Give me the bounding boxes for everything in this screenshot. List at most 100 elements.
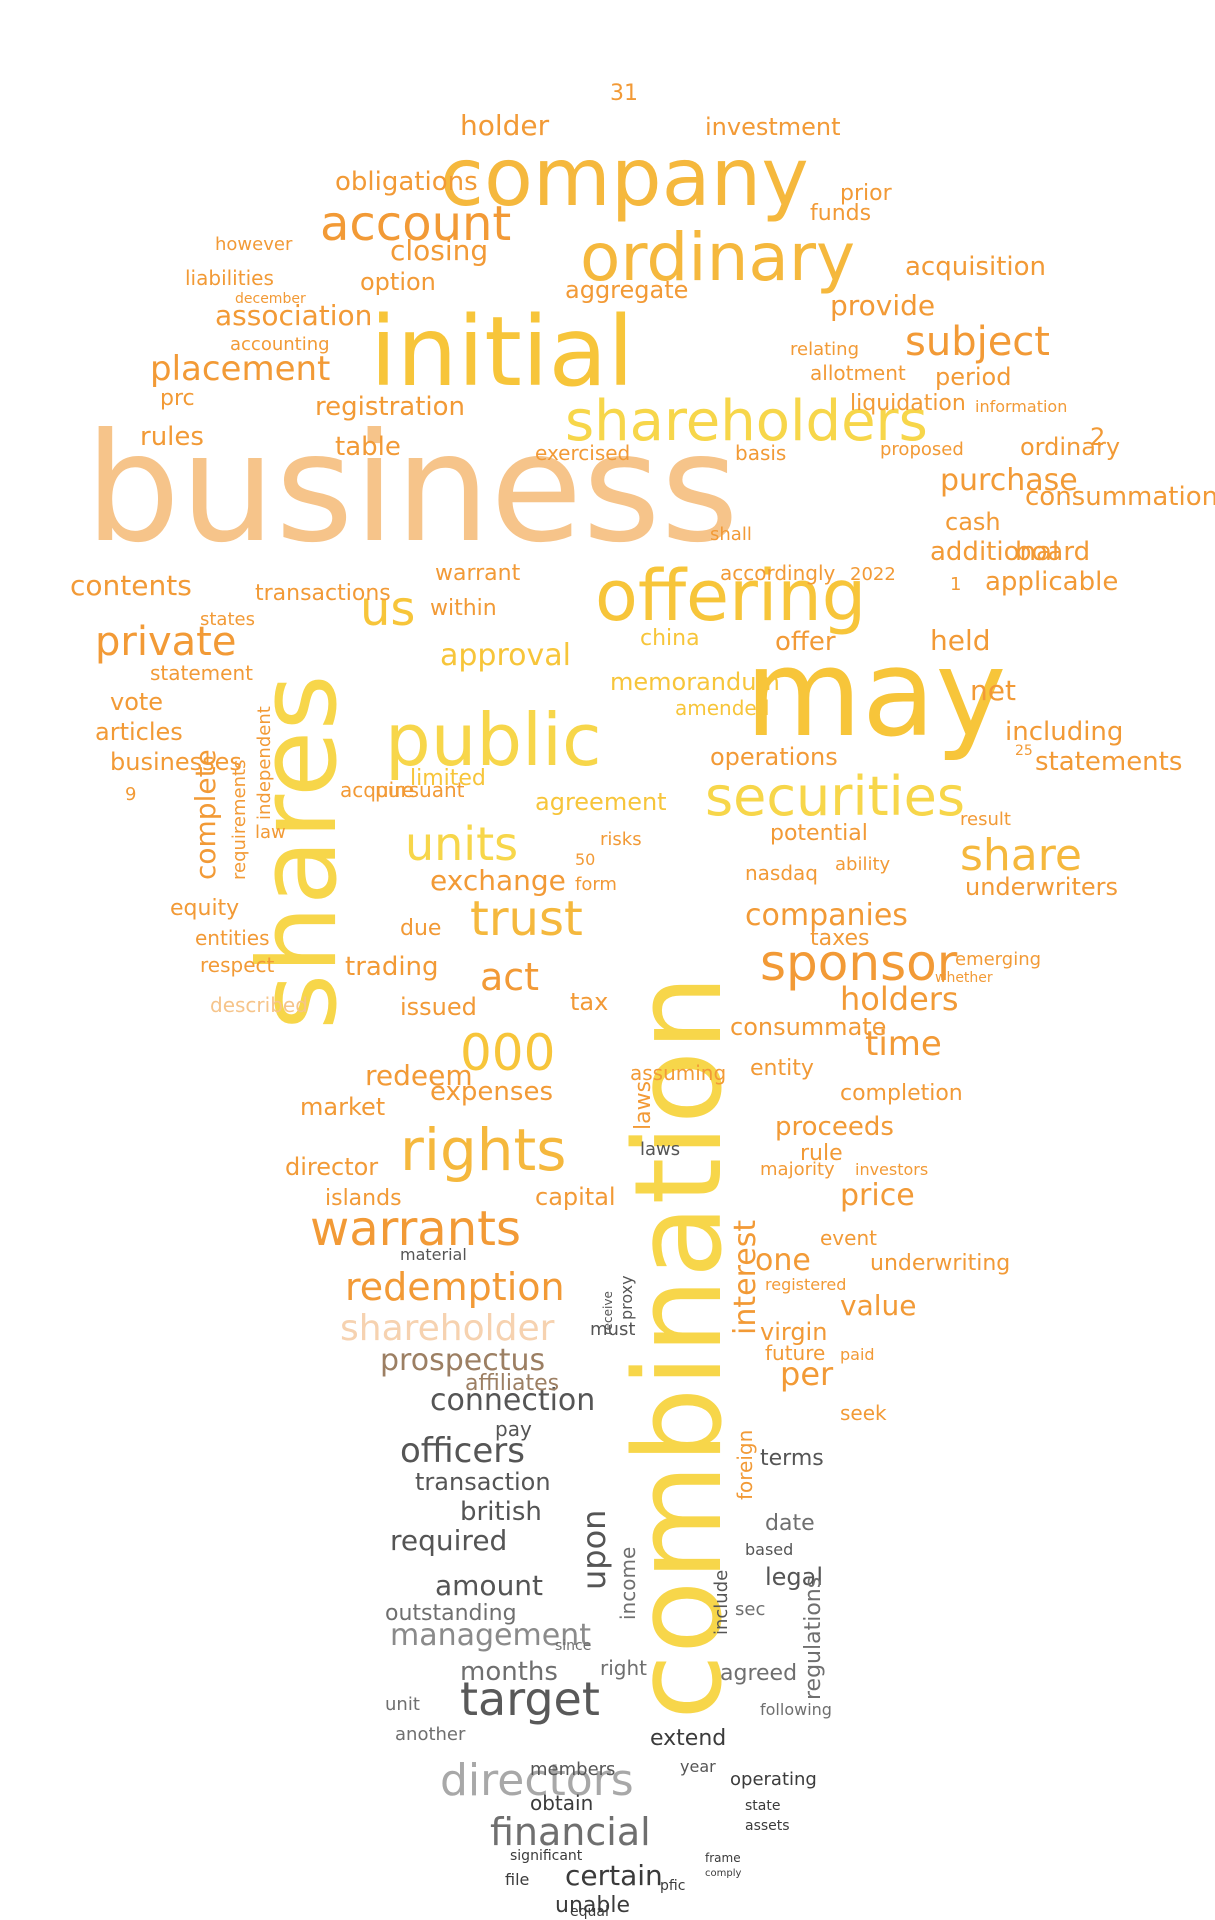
word-closing: association [215,299,372,332]
word-completion: rule [800,1141,843,1166]
word-based: form [575,874,617,895]
word-proxy: laws [640,1139,680,1160]
word-proposed: transactions [255,581,391,606]
word-combination: combination [610,975,749,1720]
word-sec: include [711,1570,732,1635]
word-frame: comply [705,1868,741,1879]
word-redemption: redemption [345,1265,565,1309]
word-founder: investment [705,113,841,141]
word-investors: event [820,1226,877,1250]
word-whether: nasdaq [745,861,818,885]
word-underwriting: registered [765,1275,846,1294]
word-2020: based [745,1540,793,1559]
word-share: share [960,830,1082,881]
word-interest: interest [728,1220,763,1335]
word-pay: seek [840,1401,887,1425]
word-transaction: transaction [415,1468,551,1496]
word-management: management [390,1618,591,1653]
word-days: risks [600,829,642,850]
word-outstanding: outstanding [385,1601,517,1626]
word-current: must [590,1319,635,1340]
word-cash: obligations [335,167,478,197]
word-income: regulations [801,1577,826,1700]
word-aggregate: funds [810,201,871,226]
word-rules: additional [930,537,1059,567]
word-consummation: period [935,363,1011,391]
word-since: sec [735,1599,765,1620]
word-china: vote [110,688,163,716]
word-held: including [1005,717,1123,747]
word-securities: securities [705,765,965,828]
word-requirements: law [255,822,286,843]
word-right: agreed [720,1661,797,1686]
word-director: capital [535,1183,616,1211]
word-companies: companies [745,898,908,933]
word-businesses: limited [410,766,486,791]
word-affiliates: pay [495,1417,532,1441]
word-redeem: director [285,1153,378,1181]
word-time: time [865,1024,942,1064]
word-limited: amended [675,696,769,720]
word-purchase: applicable [985,567,1118,597]
word-majority: investors [855,1160,928,1179]
word-contents: contents [70,569,192,602]
word-received: material [400,1245,467,1264]
word-directors: directors [440,1755,634,1806]
word-9: 1 [950,574,961,595]
word-prior: purchase [940,463,1078,498]
word-islands: trading [345,952,439,982]
word-table: table [335,432,401,462]
word-assets: unable [555,1893,630,1918]
word-business: business [85,402,739,576]
word-amount: amount [435,1569,543,1602]
word-seek: terms [760,1446,824,1471]
word-market: islands [325,1186,402,1211]
word-expenses: market [300,1093,385,1121]
word-receive: proxy [617,1275,636,1320]
word-vote: businesses [110,748,242,776]
word-officers: officers [400,1431,525,1471]
word-information: exercised [535,441,630,465]
word-placement: placement [150,349,330,389]
word-date: legal [765,1563,823,1591]
word-1: 2 [1090,423,1105,451]
word-association: provide [830,289,935,322]
word-basis: proposed [880,439,964,460]
word-exercise: holder [460,109,550,142]
word-may: may [745,625,1006,764]
word-regulations: income [616,1547,640,1620]
word-law: acquire [340,778,414,802]
word-certain: certain [565,1859,663,1892]
word-comply: significant [510,1848,583,1864]
word-board: ordinary [1020,433,1120,461]
word-ability: consummate [730,1013,886,1041]
word-31: 50 [575,850,595,869]
word-trading: entities [195,926,270,950]
word-prc: board [1015,537,1090,567]
word-states: statement [150,661,253,685]
word-value: value [840,1289,916,1322]
word-price: price [840,1178,915,1213]
word-event: underwriting [870,1251,1010,1276]
word-form: shall [710,524,752,545]
word-extend: operating [730,1769,817,1790]
word-consummate: entity [750,1056,814,1081]
word-period: net [970,674,1016,707]
word-file: frame [705,1851,741,1865]
word-proceeds: proceeds [775,1112,894,1142]
word-initial: initial [370,296,634,408]
word-account: account [320,196,511,252]
word-accounting: allotment [810,361,906,385]
word-operations: issued [400,993,477,1021]
word-one: one [755,1243,811,1278]
word-rights: rights [400,1116,567,1184]
word-company: company [440,131,809,224]
word-issued: expenses [430,1077,553,1107]
word-independent: requirements [229,760,250,880]
word-obligations: however [215,234,293,255]
word-equal: pfic [660,1878,685,1894]
word-paid: future [765,1341,825,1365]
word-registration: registration [315,392,465,422]
word-funds: consummation [1025,482,1215,512]
